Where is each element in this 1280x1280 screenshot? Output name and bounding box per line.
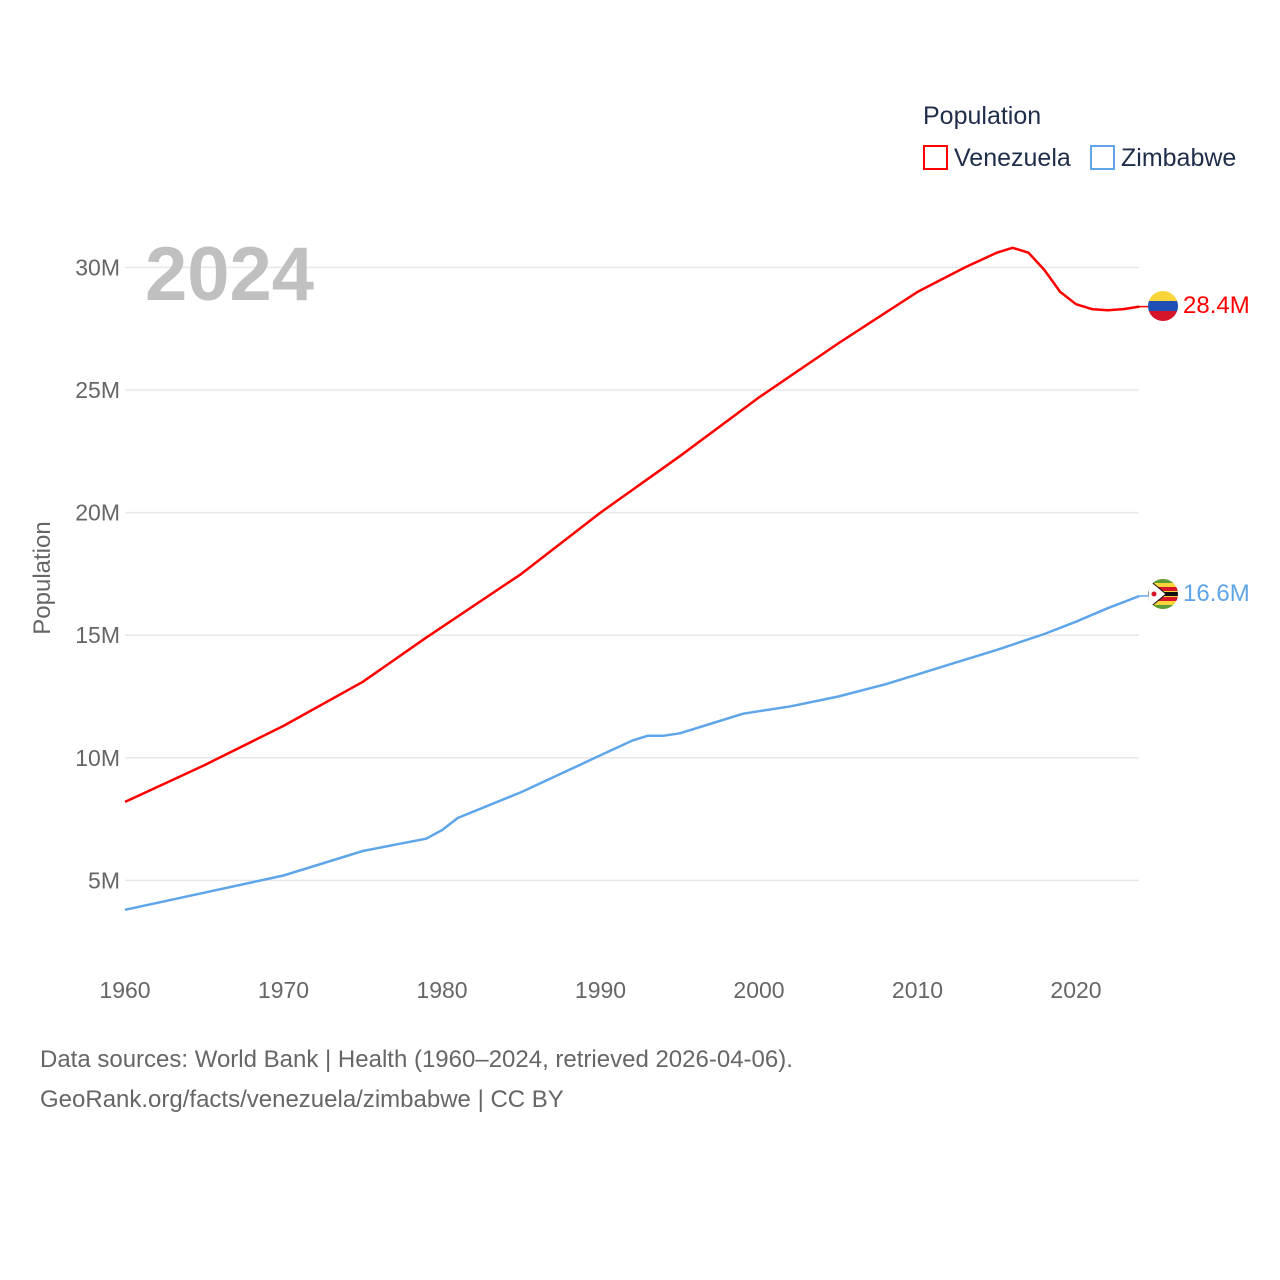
legend-swatch <box>923 145 948 170</box>
x-tick-label: 1990 <box>575 977 626 1003</box>
attribution-link[interactable]: GeoRank.org/facts/venezuela/zimbabwe | C… <box>40 1086 564 1113</box>
y-tick-label: 30M <box>75 254 120 280</box>
series-line-zimbabwe <box>124 594 1140 912</box>
y-tick-label: 20M <box>75 500 120 526</box>
x-tick-label: 1970 <box>258 977 309 1003</box>
x-tick-label: 2020 <box>1050 977 1101 1003</box>
population-chart: 5M 10M 15M 20M 25M 30M 1960 1970 1980 1990 2000 201… <box>29 102 1250 1003</box>
y-axis-label: Population <box>29 521 56 634</box>
series-line-venezuela <box>124 246 1140 804</box>
y-tick-label: 15M <box>75 622 120 648</box>
zimbabwe-end-label: 16.6M <box>1183 580 1250 607</box>
legend-item-zimbabwe[interactable]: Zimbabwe <box>1090 144 1236 172</box>
data-source-text: Data sources: World Bank | Health (1960–… <box>40 1046 793 1073</box>
legend-label: Venezuela <box>954 144 1071 172</box>
legend-swatch <box>1090 145 1115 170</box>
y-tick-label: 10M <box>75 745 120 771</box>
legend-item-venezuela[interactable]: Venezuela <box>923 144 1071 172</box>
y-tick-label: 5M <box>88 867 120 893</box>
year-watermark: 2024 <box>145 232 314 317</box>
zimbabwe-flag-icon <box>1148 579 1178 609</box>
x-tick-label: 1980 <box>416 977 467 1003</box>
venezuela-flag-icon <box>1148 291 1178 321</box>
x-tick-label: 2000 <box>733 977 784 1003</box>
x-tick-label: 1960 <box>99 977 150 1003</box>
legend-title: Population <box>923 102 1041 130</box>
x-tick-label: 2010 <box>892 977 943 1003</box>
venezuela-end-label: 28.4M <box>1183 292 1250 319</box>
legend-label: Zimbabwe <box>1121 144 1236 172</box>
y-tick-label: 25M <box>75 377 120 403</box>
